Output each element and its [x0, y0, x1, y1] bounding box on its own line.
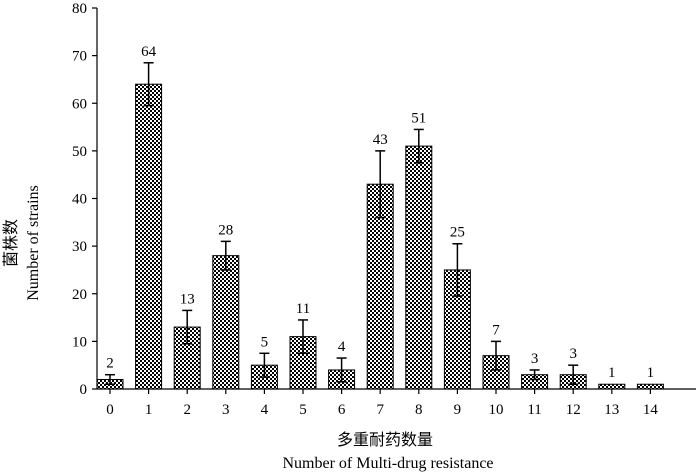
y-ticks-layer: 0 10 20 30 40 50 60 70 80 — [72, 1, 97, 398]
x-tick-label: 8 — [415, 402, 423, 418]
x-tick-label: 1 — [145, 402, 153, 418]
x-axis-title-cn: 多重耐药数量 — [337, 431, 433, 449]
y-axis-title-cn: 菌株数 — [2, 219, 20, 267]
x-tick-label: 3 — [222, 402, 230, 418]
data-label: 1 — [647, 365, 655, 381]
y-axis-title-cn-group: 菌株数 — [2, 219, 20, 267]
data-label: 51 — [411, 110, 426, 126]
y-tick-label: 20 — [72, 287, 87, 303]
x-tick-label: 11 — [527, 402, 541, 418]
data-label: 3 — [531, 351, 539, 367]
y-tick-label: 10 — [72, 334, 87, 350]
data-label: 64 — [141, 44, 157, 60]
bar — [598, 383, 626, 390]
x-tick-label: 13 — [604, 402, 619, 418]
x-tick-label: 2 — [183, 402, 191, 418]
data-label: 13 — [180, 291, 195, 307]
bar — [405, 145, 433, 390]
x-ticks-layer: 0 1 2 3 4 5 6 7 8 9 10 11 12 13 14 — [106, 389, 658, 418]
y-tick-label: 60 — [72, 96, 87, 112]
y-tick-label: 50 — [72, 144, 87, 160]
bar — [636, 383, 664, 390]
x-tick-label: 6 — [338, 402, 346, 418]
x-tick-label: 4 — [261, 402, 269, 418]
data-label: 2 — [106, 356, 114, 372]
bar — [135, 83, 163, 390]
data-label: 7 — [492, 322, 500, 338]
x-tick-label: 10 — [489, 402, 504, 418]
bars-layer — [96, 83, 664, 390]
x-tick-label: 5 — [299, 402, 307, 418]
data-label: 11 — [296, 301, 310, 317]
data-label: 25 — [450, 225, 465, 241]
y-tick-label: 80 — [72, 1, 87, 17]
error-bars-layer — [105, 62, 579, 385]
y-tick-label: 40 — [72, 192, 87, 208]
x-axis-title-en: Number of Multi-drug resistance — [282, 455, 493, 472]
x-tick-label: 14 — [643, 402, 659, 418]
x-tick-label: 12 — [566, 402, 581, 418]
data-label: 5 — [261, 334, 269, 350]
y-axis-title-en-group: Number of strains — [25, 185, 42, 301]
y-tick-label: 70 — [72, 49, 87, 65]
y-axis-title-en: Number of strains — [25, 185, 42, 301]
y-tick-label: 0 — [80, 382, 88, 398]
data-label: 43 — [373, 132, 388, 148]
bar — [212, 255, 240, 390]
y-tick-label: 30 — [72, 239, 87, 255]
data-label: 28 — [218, 222, 233, 238]
x-tick-label: 7 — [376, 402, 384, 418]
data-label: 4 — [338, 339, 346, 355]
data-label: 1 — [608, 365, 616, 381]
x-tick-label: 0 — [106, 402, 114, 418]
x-tick-label: 9 — [454, 402, 462, 418]
data-label: 3 — [569, 346, 577, 362]
